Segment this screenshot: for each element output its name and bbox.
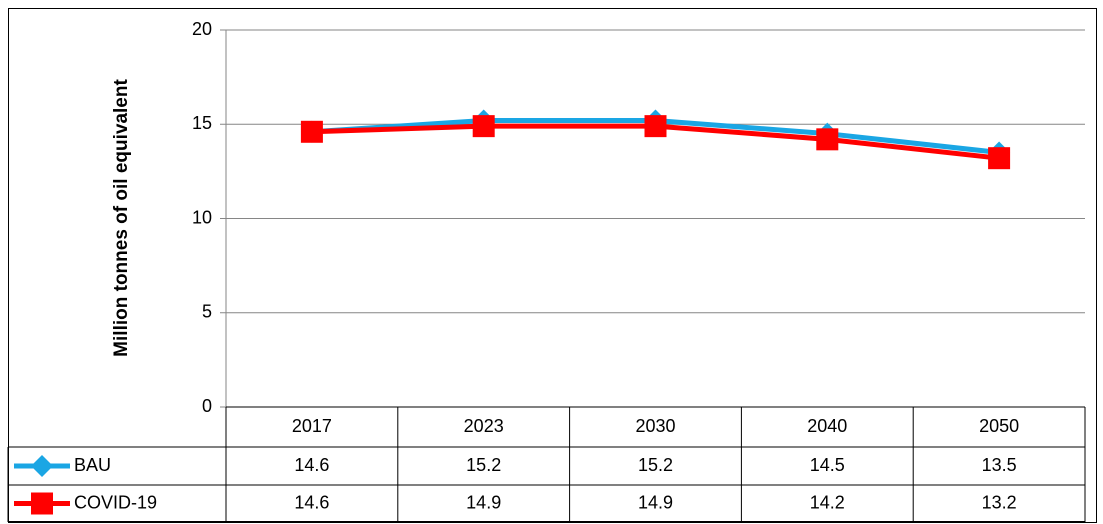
legend-label: BAU [74,455,111,475]
table-value: 14.5 [810,455,845,475]
table-value: 15.2 [466,455,501,475]
data-point [472,115,495,138]
y-tick-label: 10 [192,207,212,227]
table-value: 14.6 [294,492,329,512]
chart-border [8,8,1097,523]
y-tick-label: 20 [192,19,212,39]
table-value: 13.2 [982,492,1017,512]
x-tick-label: 2023 [464,416,504,436]
table-value: 15.2 [638,455,673,475]
data-point [644,115,667,138]
x-tick-label: 2040 [807,416,847,436]
y-tick-label: 15 [192,113,212,133]
table-value: 14.6 [294,455,329,475]
legend-label: COVID-19 [74,492,157,512]
y-tick-label: 0 [202,396,212,416]
data-point [816,128,839,151]
legend-marker [31,455,53,477]
x-tick-label: 2050 [979,416,1019,436]
table-value: 14.9 [466,492,501,512]
table-value: 13.5 [982,455,1017,475]
x-tick-label: 2030 [635,416,675,436]
table-value: 14.2 [810,492,845,512]
data-point [988,147,1011,170]
y-axis-title: Million tonnes of oil equivalent [111,79,132,357]
data-point [300,120,323,143]
table-value: 14.9 [638,492,673,512]
y-tick-label: 5 [202,302,212,322]
legend-marker [31,492,53,515]
x-tick-label: 2017 [292,416,332,436]
